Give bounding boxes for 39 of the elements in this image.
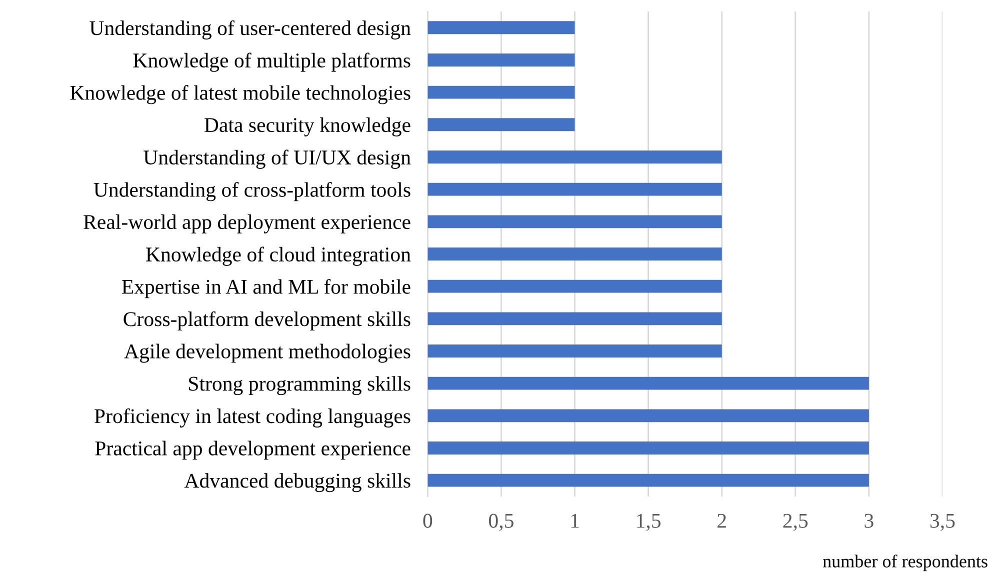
y-tick-label: Agile development methodologies [124, 344, 410, 363]
bar [428, 86, 575, 99]
x-tick-label: 3,5 [930, 514, 955, 531]
x-tick-label: 0,5 [488, 514, 514, 531]
bar [428, 182, 722, 196]
y-tick-label: Knowledge of multiple platforms [133, 52, 410, 72]
y-tick-label: Knowledge of latest mobile technologies [70, 84, 410, 104]
bar [428, 280, 722, 293]
x-tick-label: 3 [864, 514, 874, 528]
y-tick-label: Data security knowledge [204, 117, 410, 136]
x-tick-label: 1 [571, 514, 579, 528]
bar [428, 312, 722, 326]
bar [428, 248, 722, 260]
y-tick-label: Knowledge of cloud integration [146, 246, 411, 266]
bar [428, 344, 722, 358]
x-tick-label: 1,5 [637, 514, 661, 531]
y-tick-label: Expertise in AI and ML for mobile [122, 278, 410, 298]
y-tick-label: Proficiency in latest coding languages [94, 408, 410, 428]
y-tick-label: Understanding of cross-platform tools [94, 182, 410, 202]
bar [428, 21, 575, 34]
bar [428, 54, 575, 66]
y-tick-label: Real-world app deployment experience [84, 214, 410, 234]
x-tick-label: 2 [718, 514, 726, 528]
bar [428, 118, 575, 132]
bar [428, 409, 869, 422]
y-tick-label: Advanced debugging skills [184, 473, 410, 492]
x-tick-label: 0 [423, 514, 432, 528]
y-tick-label: Understanding of user-centered design [90, 20, 411, 40]
bar [428, 474, 869, 487]
y-tick-label: Strong programming skills [189, 376, 410, 396]
x-tick-label: 2,5 [783, 514, 808, 531]
y-tick-label: Cross-platform development skills [124, 311, 410, 330]
y-tick-label: Practical app development experience [95, 440, 410, 460]
bar [428, 215, 722, 228]
bar [428, 150, 722, 164]
bar [428, 442, 869, 454]
y-tick-label: Understanding of UI/UX design [144, 150, 411, 169]
bar [428, 376, 869, 390]
x-axis-title: number of respondents [822, 554, 988, 572]
